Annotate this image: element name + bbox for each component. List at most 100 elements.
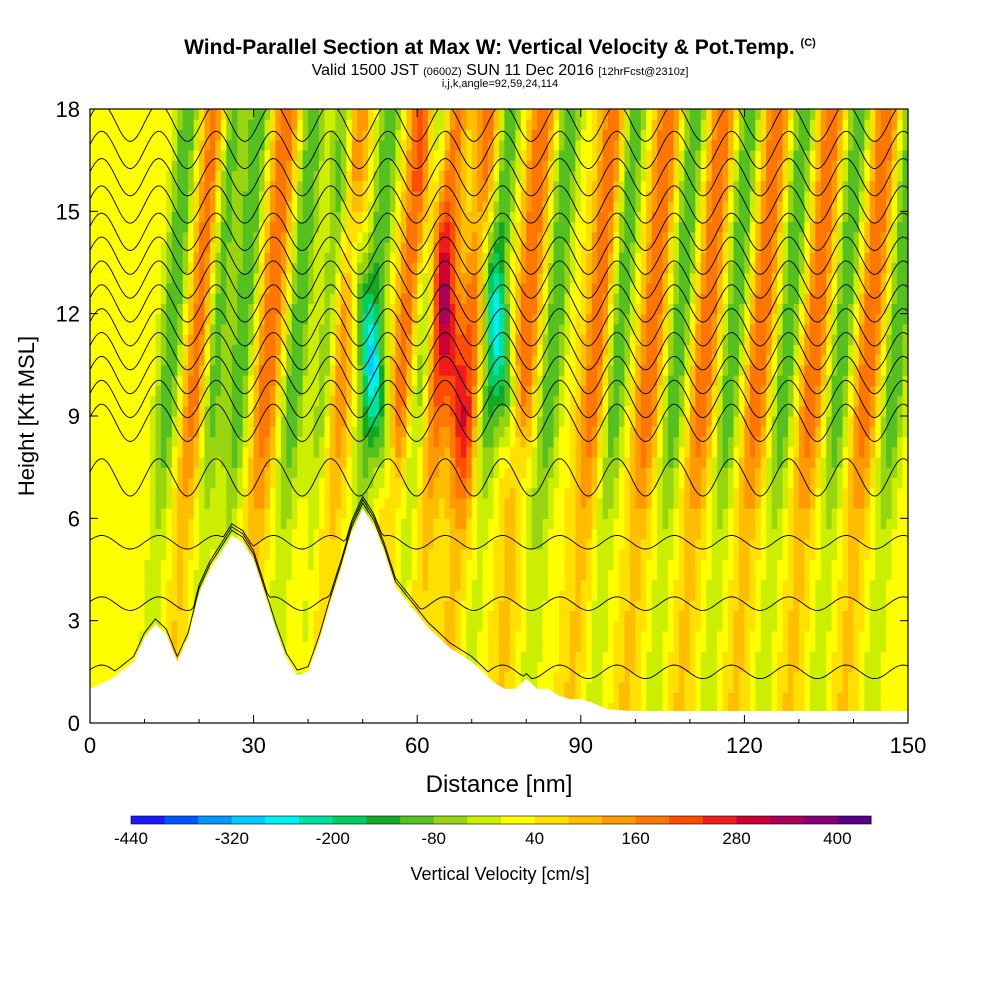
velocity-cell — [613, 497, 620, 509]
velocity-cell — [248, 467, 255, 478]
velocity-cell — [673, 702, 680, 714]
velocity-cell — [858, 549, 865, 560]
velocity-cell — [558, 385, 566, 397]
velocity-cell — [389, 436, 396, 448]
velocity-cell — [477, 589, 484, 601]
velocity-cell — [618, 456, 626, 468]
velocity-cell — [733, 579, 740, 591]
velocity-cell — [575, 610, 582, 622]
velocity-cell — [515, 630, 522, 642]
velocity-cell — [717, 579, 724, 591]
velocity-cell — [848, 641, 855, 652]
velocity-cell — [864, 702, 871, 714]
velocity-cell — [466, 395, 473, 407]
velocity-cell — [269, 518, 277, 530]
velocity-cell — [744, 549, 751, 560]
velocity-cell — [853, 610, 860, 622]
velocity-cell — [340, 538, 347, 550]
velocity-cell — [291, 375, 298, 386]
velocity-cell — [798, 518, 805, 530]
velocity-cell — [635, 467, 642, 478]
velocity-cell — [826, 579, 833, 591]
velocity-cell — [144, 395, 151, 407]
velocity-cell — [722, 692, 729, 704]
velocity-cell — [302, 651, 309, 663]
velocity-cell — [286, 436, 293, 448]
velocity-cell — [106, 467, 113, 478]
velocity-cell — [782, 589, 789, 601]
velocity-cell — [400, 416, 407, 427]
velocity-cell — [635, 682, 642, 693]
velocity-cell — [460, 549, 467, 560]
velocity-cell — [771, 661, 778, 673]
velocity-cell — [804, 446, 811, 458]
velocity-cell — [542, 508, 549, 519]
velocity-cell — [624, 508, 631, 519]
velocity-cell — [329, 569, 336, 581]
velocity-cell — [755, 661, 762, 673]
velocity-cell — [777, 661, 784, 673]
velocity-cell — [368, 446, 375, 458]
velocity-cell — [428, 508, 435, 519]
velocity-cell — [95, 610, 102, 622]
velocity-cell — [477, 446, 484, 458]
velocity-cell — [831, 702, 838, 714]
velocity-cell — [717, 487, 724, 499]
velocity-cell — [809, 569, 816, 581]
velocity-cell — [106, 620, 113, 632]
velocity-cell — [853, 569, 860, 581]
velocity-cell — [313, 620, 320, 632]
velocity-cell — [831, 497, 838, 509]
velocity-cell — [586, 436, 593, 448]
velocity-cell — [689, 610, 696, 622]
velocity-cell — [368, 385, 375, 397]
velocity-cell — [804, 538, 811, 550]
velocity-cell — [624, 702, 631, 714]
velocity-cell — [886, 538, 893, 550]
velocity-cell — [122, 436, 129, 448]
velocity-cell — [689, 467, 696, 478]
velocity-cell — [651, 579, 658, 591]
velocity-cell — [749, 692, 756, 704]
velocity-cell — [749, 569, 756, 581]
velocity-cell — [253, 405, 260, 417]
velocity-cell — [684, 702, 691, 714]
velocity-cell — [902, 518, 908, 530]
velocity-cell — [760, 518, 767, 530]
velocity-cell — [837, 579, 844, 591]
velocity-cell — [744, 671, 751, 683]
velocity-cell — [678, 395, 686, 407]
velocity-cell — [122, 641, 129, 652]
velocity-cell — [531, 508, 538, 519]
velocity-cell — [755, 518, 762, 530]
velocity-cell — [809, 467, 816, 478]
velocity-cell — [678, 600, 686, 612]
velocity-cell — [864, 426, 871, 438]
velocity-cell — [531, 487, 538, 499]
velocity-cell — [575, 538, 582, 550]
velocity-cell — [193, 528, 200, 540]
velocity-cell — [553, 508, 560, 519]
velocity-cell — [891, 395, 898, 407]
velocity-cell — [902, 692, 908, 704]
velocity-cell — [515, 477, 522, 489]
velocity-cell — [635, 579, 642, 591]
velocity-cell — [95, 549, 102, 560]
velocity-cell — [864, 630, 871, 642]
velocity-cell — [722, 416, 729, 427]
velocity-cell — [313, 600, 320, 612]
velocity-cell — [569, 692, 576, 704]
velocity-cell — [580, 671, 587, 683]
velocity-cell — [275, 375, 282, 386]
velocity-cell — [891, 579, 898, 591]
velocity-cell — [864, 405, 871, 417]
velocity-cell — [324, 579, 331, 591]
velocity-cell — [858, 682, 865, 693]
velocity-cell — [111, 600, 118, 612]
velocity-cell — [662, 467, 669, 478]
velocity-cell — [275, 487, 282, 499]
velocity-cell — [128, 528, 135, 540]
velocity-cell — [848, 671, 855, 683]
velocity-cell — [204, 426, 211, 438]
velocity-cell — [95, 395, 102, 407]
